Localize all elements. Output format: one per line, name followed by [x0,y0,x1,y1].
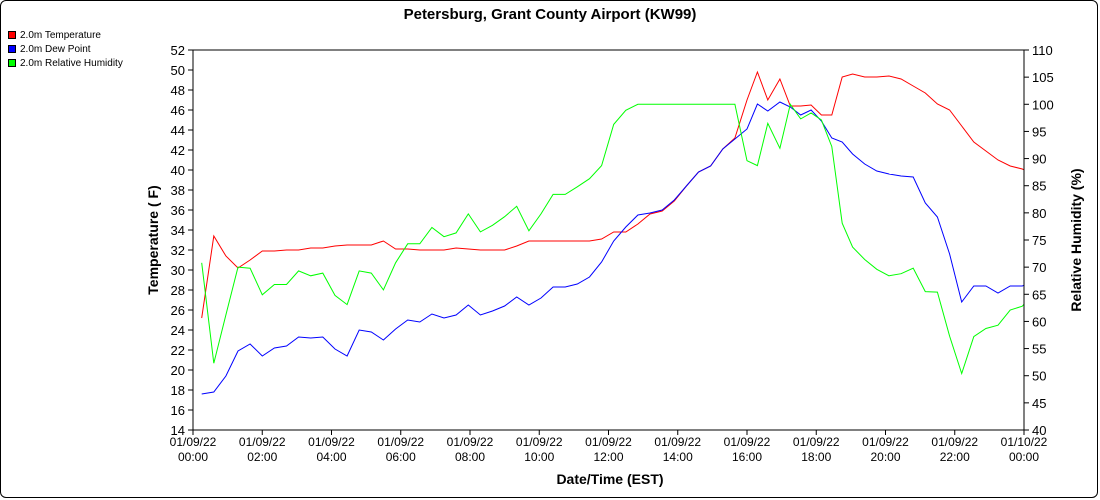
y-tick-label: 20 [171,363,185,378]
legend-item-temperature: 2.0m Temperature [8,28,123,42]
y2-axis-label: Relative Humidity (%) [1068,168,1084,311]
y-tick-label: 52 [171,43,185,58]
x-tick-label-date: 01/09/22 [308,435,355,449]
legend-swatch-relative-humidity [8,59,16,67]
y-tick-label: 16 [171,403,185,418]
y-tick-label: 36 [171,203,185,218]
series-line-2-0m-temperature [201,70,1024,319]
y2-tick-label: 55 [1032,342,1046,357]
legend-label-dew-point: 2.0m Dew Point [20,43,91,55]
y2-tick-label: 110 [1032,43,1053,58]
x-tick-label-time: 02:00 [247,450,277,464]
y2-tick-label: 70 [1032,260,1046,275]
chart-title: Petersburg, Grant County Airport (KW99) [404,6,697,23]
legend-label-temperature: 2.0m Temperature [20,29,101,41]
x-tick-label-time: 18:00 [801,450,831,464]
legend-item-dew-point: 2.0m Dew Point [8,42,123,56]
x-tick-label-date: 01/09/22 [793,435,840,449]
x-tick-label-date: 01/09/22 [170,435,217,449]
y-tick-label: 46 [171,103,185,118]
y2-tick-label: 75 [1032,233,1046,248]
y2-tick-label: 80 [1032,206,1046,221]
legend-swatch-temperature [8,31,16,39]
plot-area-border [192,49,1025,431]
y-tick-label: 38 [171,183,185,198]
y2-tick-label: 40 [1032,423,1046,438]
y-tick-label: 30 [171,263,185,278]
y-tick-label: 50 [171,63,185,78]
y-axis-label: Temperature ( F) [145,185,161,294]
y2-tick-label: 85 [1032,179,1046,194]
x-tick-label-date: 01/09/22 [931,435,978,449]
x-tick-label-time: 22:00 [940,450,970,464]
x-tick-label-date: 01/09/22 [585,435,632,449]
y-tick-label: 44 [171,123,185,138]
y-tick-label: 42 [171,143,185,158]
x-tick-label-time: 08:00 [455,450,485,464]
y-tick-label: 32 [171,243,185,258]
x-tick-label-date: 01/09/22 [516,435,563,449]
x-tick-label-date: 01/09/22 [724,435,771,449]
x-tick-label-date: 01/10/22 [1001,435,1048,449]
y2-tick-label: 95 [1032,124,1046,139]
x-tick-label-time: 12:00 [593,450,623,464]
y-tick-label: 28 [171,283,185,298]
x-axis-label: Date/Time (EST) [556,471,663,487]
x-tick-label-time: 16:00 [732,450,762,464]
y-tick-label: 24 [171,323,185,338]
legend-item-relative-humidity: 2.0m Relative Humidity [8,56,123,70]
x-tick-label-date: 01/09/22 [654,435,701,449]
y2-tick-label: 90 [1032,152,1046,167]
x-tick-label-time: 14:00 [663,450,693,464]
y-tick-label: 40 [171,163,185,178]
x-tick-label-time: 10:00 [524,450,554,464]
x-tick-label-time: 00:00 [1009,450,1039,464]
x-tick-label-date: 01/09/22 [377,435,424,449]
series-line-2-0m-relative-humidity [201,103,1024,376]
x-tick-label-time: 00:00 [178,450,208,464]
legend-swatch-dew-point [8,45,16,53]
y2-tick-label: 45 [1032,396,1046,411]
x-tick-label-date: 01/09/22 [239,435,286,449]
y2-tick-label: 100 [1032,97,1054,112]
x-tick-label-date: 01/09/22 [862,435,909,449]
y-tick-label: 48 [171,83,185,98]
legend-label-relative-humidity: 2.0m Relative Humidity [20,57,123,69]
y2-tick-label: 50 [1032,369,1046,384]
x-tick-label-time: 04:00 [316,450,346,464]
x-tick-label-time: 20:00 [870,450,900,464]
x-tick-label-time: 06:00 [386,450,416,464]
y2-tick-label: 60 [1032,314,1046,329]
y-tick-label: 22 [171,343,185,358]
y-tick-label: 34 [171,223,185,238]
x-tick-label-date: 01/09/22 [447,435,494,449]
legend: 2.0m Temperature 2.0m Dew Point 2.0m Rel… [8,28,123,70]
y-tick-label: 14 [171,423,185,438]
y2-tick-label: 65 [1032,287,1046,302]
y-tick-label: 18 [171,383,185,398]
y-tick-label: 26 [171,303,185,318]
series-line-2-0m-dew-point [201,101,1024,395]
y2-tick-label: 105 [1032,70,1054,85]
